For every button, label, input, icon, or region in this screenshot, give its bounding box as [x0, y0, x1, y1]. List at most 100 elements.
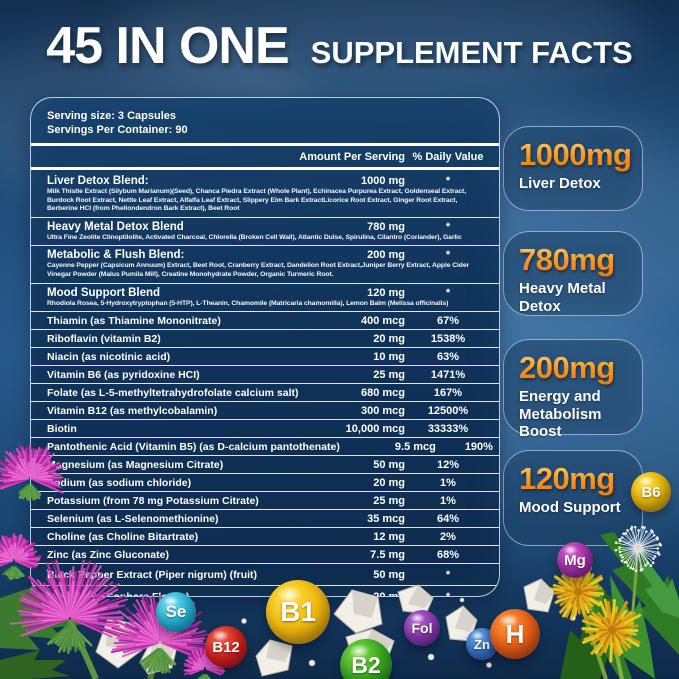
ingredient-name: Magnesium (as Magnesium Citrate)	[47, 458, 224, 471]
ingredient-row-blend: Liver Detox Blend: 1000 mg * Milk Thistle E…	[31, 172, 499, 217]
vitamin-ball-label: B6	[641, 483, 661, 501]
ingredient-daily-value: *	[445, 249, 451, 262]
ingredient-daily-value: 190%	[464, 440, 493, 453]
ingredient-row: Black Pepper Extract (Piper nigrum) (fru…	[31, 563, 499, 585]
ingredient-daily-value: 1471%	[430, 368, 466, 381]
ingredient-name: Liver Detox Blend:	[47, 175, 149, 187]
ingredient-daily-value: *	[445, 568, 451, 581]
ingredient-row: Niacin (as nicotinic acid) 10 mg 63%	[31, 347, 499, 365]
title-main: 45 IN ONE	[46, 17, 289, 75]
ingredient-row: Potassium (from 78 mg Potassium Citrate)…	[31, 491, 499, 509]
serving-info: Serving size: 3 Capsules Servings Per Co…	[31, 108, 499, 141]
ingredient-name: Thiamin (as Thiamine Mononitrate)	[47, 314, 221, 327]
ingredient-daily-value: 12%	[436, 458, 460, 471]
ingredient-row: Vitamin B12 (as methylcobalamin) 300 mcg 1…	[31, 401, 499, 419]
ingredient-amount: 20 mg	[373, 476, 405, 489]
ingredient-daily-value: 1%	[440, 494, 456, 507]
vitamin-ball-b6: B6	[631, 472, 671, 512]
vitamin-ball-b2: B2	[340, 639, 392, 679]
vitamin-ball-label: B1	[280, 596, 316, 627]
ingredient-row-blend: Metabolic & Flush Blend: 200 mg * Cayenne P…	[31, 245, 499, 282]
ingredient-amount: 35 mcg	[367, 512, 405, 525]
ingredient-amount: 20 mg	[373, 590, 405, 597]
highlight-panel-mood-support: 120mg Mood Support	[503, 450, 643, 546]
ingredient-name: Metabolic & Flush Blend:	[47, 249, 185, 262]
ingredient-name: Selenium (as L-Selenomethionine)	[47, 512, 219, 525]
vitamin-ball-label: B12	[212, 638, 240, 656]
supplement-facts-panel: Serving size: 3 Capsules Servings Per Co…	[30, 97, 500, 597]
ingredient-row: Vitamin B6 (as pyridoxine HCI) 25 mg 1471%	[31, 365, 499, 383]
ingredient-amount: 780 mg	[367, 220, 405, 233]
ingredient-name: Folate (as L-5-methyltetrahydrofolate ca…	[47, 386, 299, 399]
ingredient-daily-value: 12500%	[427, 404, 469, 417]
vitamin-ball-label: Zn	[474, 636, 490, 652]
ingredient-daily-value: 1%	[440, 476, 456, 489]
ingredient-daily-value: 68%	[436, 548, 460, 561]
page-title: 45 IN ONE SUPPLEMENT FACTS	[0, 16, 679, 76]
ingredient-name: Mood Support Blend	[47, 286, 161, 299]
highlight-panel-liver-detox: 1000mg Liver Detox	[503, 126, 643, 211]
ingredient-amount: 200 mg	[367, 249, 405, 262]
ingredient-daily-value: *	[445, 175, 451, 187]
highlight-label: Heavy Metal Detox	[519, 280, 606, 315]
servings-per-container: Servings Per Container: 90	[47, 123, 188, 136]
serving-size: Serving size: 3 Capsules	[47, 110, 176, 122]
ingredient-row: Riboflavin (vitamin B2) 20 mg 1538%	[31, 329, 499, 347]
ingredient-row-blend: Mood Support Blend 120 mg * Rhodiola Rosea,…	[31, 282, 499, 312]
ingredient-amount: 10 mg	[373, 350, 405, 363]
ingredient-row: Magnesium (as Magnesium Citrate) 50 mg 12%	[31, 455, 499, 473]
ingredient-row: Sodium (as sodium chloride) 20 mg 1%	[31, 473, 499, 491]
ingredient-name: Vitamin B12 (as methylcobalamin)	[47, 404, 218, 417]
title-sub: SUPPLEMENT FACTS	[310, 35, 633, 70]
vitamin-ball-h: H	[490, 609, 540, 659]
ingredient-daily-value: 1538%	[430, 332, 466, 345]
vitamin-ball-b1: B1	[266, 580, 330, 644]
highlight-panel-energy-metabolism: 200mg Energy and Metabolism Boost	[503, 339, 643, 440]
column-header-daily-value: % Daily Value	[412, 150, 484, 163]
ingredient-name: Niacin (as nicotinic acid)	[47, 350, 171, 363]
ingredient-name: Riboflavin (vitamin B2)	[47, 332, 161, 345]
ingredient-amount: 50 mg	[373, 568, 405, 581]
ingredient-name: Zinc (as Zinc Gluconate)	[47, 548, 169, 561]
ingredient-daily-value: 64%	[436, 512, 460, 525]
highlight-value: 780mg	[519, 243, 636, 277]
ingredient-daily-value: 167%	[433, 386, 463, 399]
ingredient-name: Black Pepper Extract (Piper nigrum) (fru…	[47, 568, 258, 581]
vitamin-ball-b12: B12	[205, 626, 247, 668]
ingredient-amount: 10,000 mcg	[345, 422, 405, 435]
ingredient-amount: 1000 mg	[360, 175, 405, 187]
ingredient-row: Zinc (as Zinc Gluconate) 7.5 mg 68%	[31, 545, 499, 563]
ingredient-row: Pantothenic Acid (Vitamin B5) (as D-calc…	[31, 437, 499, 455]
ingredient-amount: 12 mg	[373, 530, 405, 543]
column-header-amount: Amount Per Serving	[299, 150, 405, 163]
vitamin-ball-fol: Fol	[404, 610, 440, 646]
vitamin-ball-label: Mg	[564, 551, 586, 569]
ingredient-name: Biotin	[47, 422, 77, 435]
blend-ingredients: Milk Thistle Extract (Silybum Marianum)(…	[47, 188, 467, 213]
ingredient-row-blend: Heavy Metal Detox Blend 780 mg * Ultra Fine…	[31, 216, 499, 246]
ingredient-name: Sodium (as sodium chloride)	[47, 476, 192, 489]
vitamin-ball-label: Fol	[411, 620, 433, 636]
ingredient-daily-value: 2%	[440, 530, 456, 543]
highlight-label: Liver Detox	[519, 175, 601, 192]
table-header: Amount Per Serving % Daily Value	[31, 148, 499, 165]
vitamin-ball-se: Se	[156, 592, 196, 632]
highlight-label: Mood Support	[519, 499, 621, 516]
ingredient-amount: 25 mg	[373, 368, 405, 381]
ingredient-daily-value: *	[445, 590, 451, 597]
ingredient-name: Potassium (from 78 mg Potassium Citrate)	[47, 494, 259, 507]
ingredient-name: Pantothenic Acid (Vitamin B5) (as D-calc…	[47, 440, 340, 453]
ingredient-name: Choline (as Choline Bitartrate)	[47, 530, 199, 543]
blend-ingredients: Ultra Fine Zeolite Clinoptilolite, Activ…	[47, 233, 462, 241]
ingredient-daily-value: *	[445, 220, 451, 233]
ingredient-name: Heavy Metal Detox Blend	[47, 220, 184, 233]
ingredient-rows: Liver Detox Blend: 1000 mg * Milk Thistle E…	[31, 172, 499, 597]
ingredient-amount: 680 mcg	[360, 386, 405, 399]
ingredient-row: Selenium (as L-Selenomethionine) 35 mcg 64…	[31, 509, 499, 527]
blend-ingredients: Cayenne Pepper (Capsicum Annuum) Extract…	[47, 262, 470, 278]
ingredient-amount: 300 mcg	[360, 404, 405, 417]
highlight-panel-heavy-metal-detox: 780mg Heavy Metal Detox	[503, 231, 643, 316]
ingredient-amount: 50 mg	[373, 458, 405, 471]
vitamin-ball-mg: Mg	[557, 542, 593, 578]
